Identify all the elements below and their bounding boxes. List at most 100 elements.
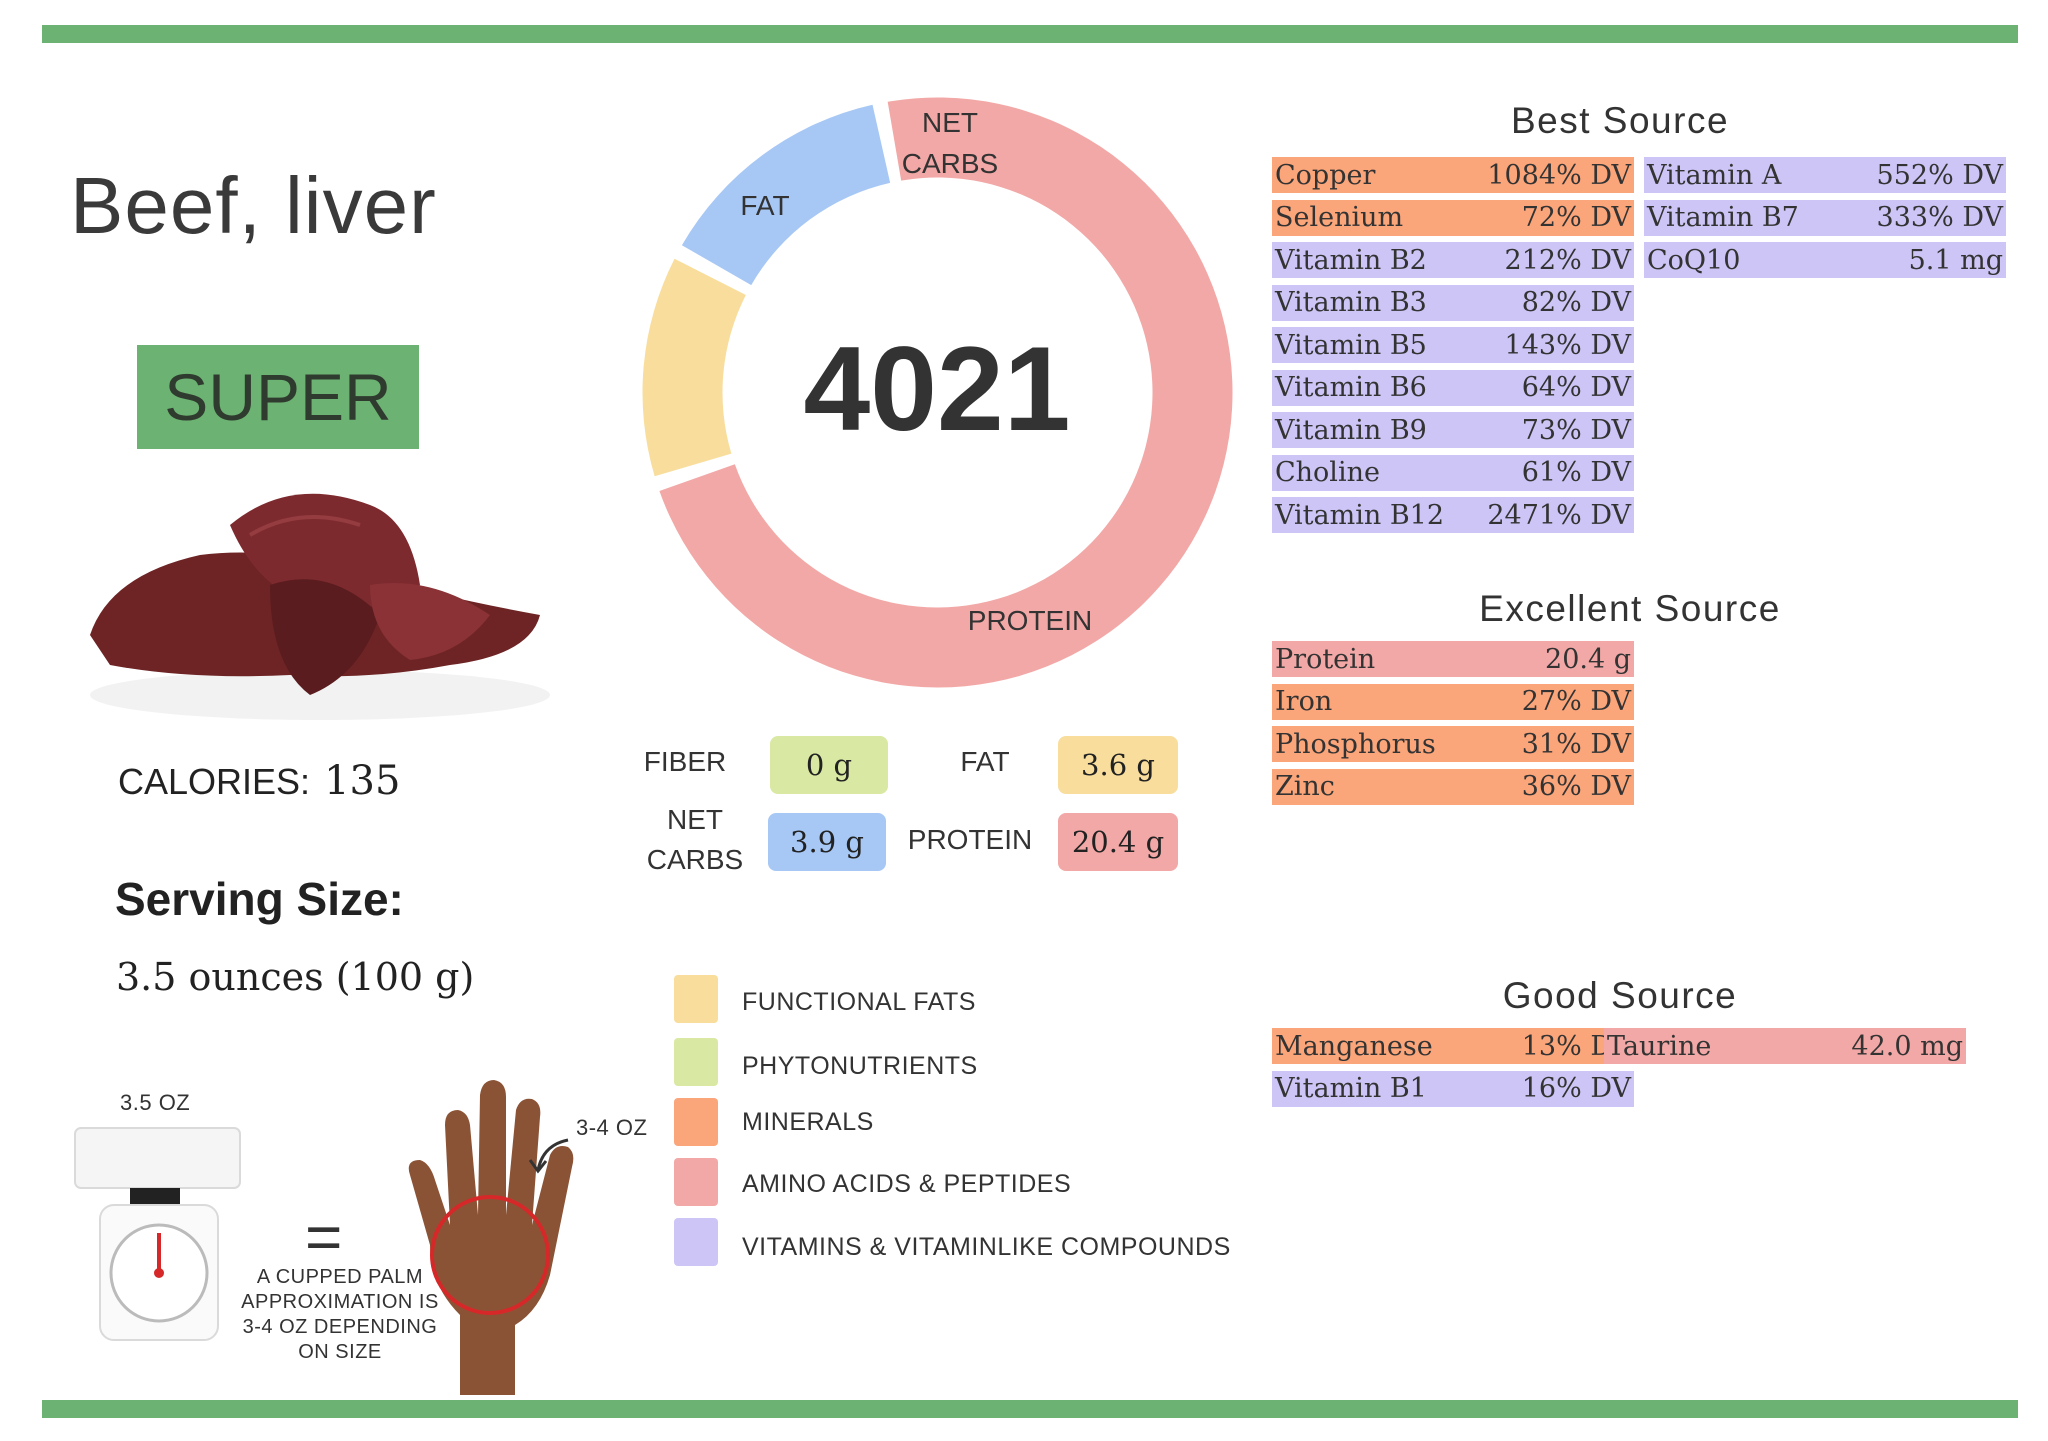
nutrient-row: Vitamin B9 73% DV	[1272, 412, 1634, 448]
donut-segments	[642, 97, 1233, 688]
fiber-value: 0 g	[770, 736, 888, 794]
net-carbs-label: NET CARBS	[640, 800, 750, 880]
nutrient-row: Phosphorus 31% DV	[1272, 726, 1634, 762]
palm-note-line: 3-4 OZ DEPENDING	[242, 1316, 438, 1338]
fat-label: FAT	[960, 746, 1010, 777]
fiber-label: FIBER	[643, 746, 727, 777]
nutrient-name: Selenium	[1275, 202, 1404, 233]
nutrient-name: Vitamin B5	[1275, 329, 1427, 361]
nutrient-row: Protein 20.4 g	[1272, 641, 1634, 677]
legend-swatch-functional-fats	[674, 975, 718, 1023]
nutrient-row: Taurine 42.0 mg	[1604, 1028, 1966, 1064]
nutrient-row: Choline 61% DV	[1272, 454, 1634, 491]
legend-swatch-phytonutrients	[674, 1038, 718, 1086]
legend-swatch-vitamins	[674, 1218, 718, 1266]
nutrient-name: Vitamin A	[1647, 159, 1782, 191]
donut-segment-net-carbs	[681, 104, 891, 286]
palm-note-line: APPROXIMATION IS	[241, 1291, 439, 1313]
nutrient-value: 73% DV	[1521, 414, 1631, 446]
hand-palm-icon	[408, 1080, 574, 1395]
legend-label: FUNCTIONAL FATS	[742, 988, 976, 1016]
nutrient-row: Manganese 13% DV	[1272, 1028, 1634, 1064]
calories: CALORIES: 135	[118, 758, 400, 804]
calories-label: CALORIES:	[118, 761, 311, 802]
nutrient-value: 552% DV	[1876, 159, 2003, 191]
legend-label: MINERALS	[742, 1108, 874, 1136]
nutrient-name: Vitamin B1	[1275, 1073, 1427, 1104]
nutrient-row: Copper 1084% DV	[1272, 157, 1634, 193]
nutrient-value: 333% DV	[1876, 202, 2003, 233]
nutrient-name: Zinc	[1275, 771, 1335, 802]
nutrient-row: Vitamin A 552% DV	[1644, 157, 2006, 193]
nutrient-name: Phosphorus	[1275, 728, 1436, 760]
calories-value: 135	[324, 758, 401, 804]
equals-sign: =	[305, 1201, 343, 1273]
nutrient-value: 20.4 g	[1545, 643, 1631, 675]
top-border-bar	[42, 25, 2018, 43]
nutrient-value: 61% DV	[1521, 457, 1631, 488]
nutrient-row: Zinc 36% DV	[1272, 768, 1634, 805]
nutrient-value: 1084% DV	[1487, 159, 1631, 191]
palm-label: 3-4 OZ	[576, 1115, 648, 1140]
nutrient-value: 31% DV	[1521, 728, 1631, 760]
nutrient-name: Taurine	[1607, 1030, 1712, 1062]
donut-segment-fat	[642, 258, 746, 477]
nutrient-row: Vitamin B1 16% DV	[1272, 1070, 1634, 1107]
nutrient-value: 27% DV	[1521, 686, 1631, 717]
serving-size-value: 3.5 ounces (100 g)	[116, 955, 475, 999]
nutrient-row: Iron 27% DV	[1272, 683, 1634, 720]
nutrient-name: Vitamin B7	[1647, 202, 1799, 233]
donut-label-protein: PROTEIN	[968, 605, 1092, 636]
carbs-label: CARBS	[646, 844, 744, 875]
nutrient-row: Vitamin B2 212% DV	[1272, 242, 1634, 278]
beef-liver-image	[90, 493, 550, 720]
legend-swatch-minerals	[674, 1098, 718, 1146]
arrow-icon	[528, 1138, 569, 1174]
nutrient-name: Vitamin B9	[1275, 414, 1427, 446]
rating-badge: SUPER	[137, 345, 419, 449]
nutrient-name: Protein	[1275, 643, 1376, 675]
nutrient-name: Copper	[1275, 159, 1376, 191]
protein-label: PROTEIN	[907, 824, 1033, 855]
nutrient-value: 16% DV	[1521, 1073, 1631, 1104]
nutrient-value: 64% DV	[1521, 372, 1631, 403]
nutrient-row: Vitamin B7 333% DV	[1644, 199, 2006, 236]
fat-value: 3.6 g	[1058, 736, 1178, 794]
net-label: NET	[667, 804, 723, 835]
nutrient-value: 42.0 mg	[1851, 1030, 1963, 1062]
nutrient-name: Vitamin B2	[1275, 244, 1427, 276]
scale-label: 3.5 OZ	[120, 1090, 191, 1115]
legend-swatch-amino-acids	[674, 1158, 718, 1206]
excellent-source-title: Excellent Source	[1479, 588, 1781, 629]
nutrient-value: 72% DV	[1521, 202, 1631, 233]
nutrient-row: Vitamin B12 2471% DV	[1272, 497, 1634, 533]
serving-size-heading: Serving Size:	[115, 873, 404, 925]
kitchen-scale-icon	[74, 1127, 241, 1341]
best-source-title: Best Source	[1510, 100, 1730, 141]
donut-label-net: NET	[922, 107, 978, 138]
nutrient-row: CoQ10 5.1 mg	[1644, 242, 2006, 278]
good-source-title: Good Source	[1502, 975, 1738, 1016]
food-title: Beef, liver	[70, 161, 437, 250]
nutrient-value: 82% DV	[1521, 287, 1631, 318]
legend-label: PHYTONUTRIENTS	[742, 1052, 978, 1080]
nutrient-value: 143% DV	[1504, 329, 1631, 361]
nutrient-name: CoQ10	[1647, 244, 1741, 276]
palm-note: A CUPPED PALM APPROXIMATION IS 3-4 OZ DE…	[225, 1265, 455, 1365]
donut-center-value: 4021	[804, 322, 1071, 456]
bottom-border-bar	[42, 1400, 2018, 1418]
donut-label-carbs: CARBS	[902, 148, 998, 179]
donut-label-fat: FAT	[740, 190, 789, 221]
legend-label: VITAMINS & VITAMINLIKE COMPOUNDS	[742, 1233, 1231, 1261]
nutrient-row: Selenium 72% DV	[1272, 199, 1634, 236]
nutrient-value: 5.1 mg	[1908, 244, 2003, 276]
macro-donut-chart: 4021 FAT NET CARBS PROTEIN	[642, 97, 1233, 688]
nutrient-name: Choline	[1275, 457, 1380, 488]
nutrient-name: Vitamin B6	[1275, 372, 1427, 403]
nutrient-row: Vitamin B6 64% DV	[1272, 369, 1634, 406]
palm-note-line: A CUPPED PALM	[256, 1266, 424, 1288]
nutrient-value: 36% DV	[1521, 771, 1631, 802]
nutrient-name: Vitamin B12	[1275, 499, 1445, 531]
palm-note-line: ON SIZE	[298, 1341, 382, 1363]
legend-label: AMINO ACIDS & PEPTIDES	[742, 1170, 1072, 1198]
